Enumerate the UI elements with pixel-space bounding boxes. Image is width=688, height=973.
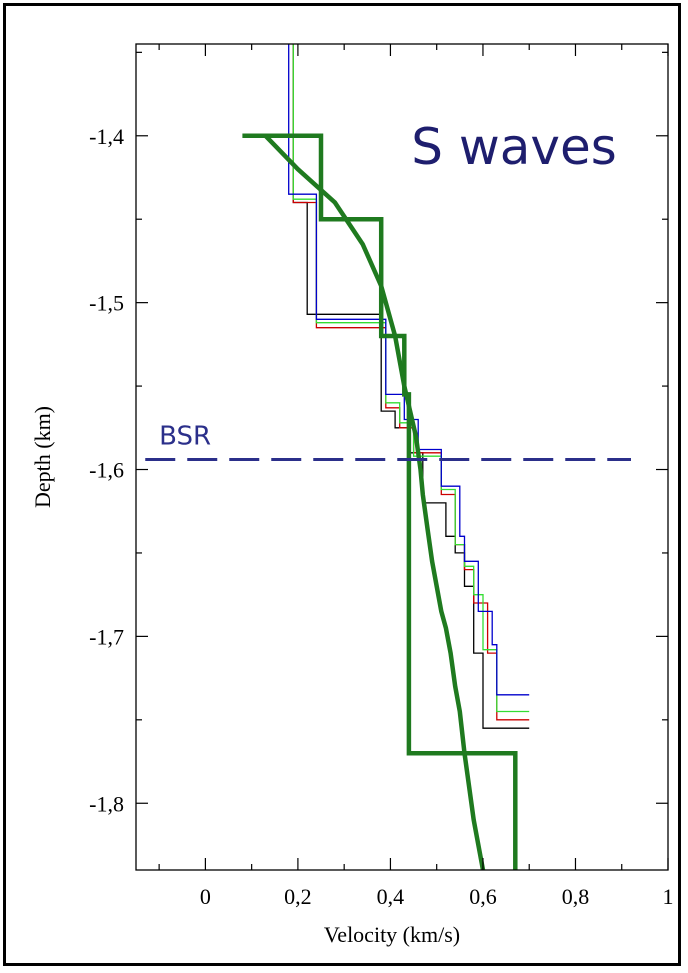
y-tick-label: -1,5 <box>89 291 124 316</box>
ticks-layer: 0 0,2 0,4 0,6 0,8 1 -1,4 -1,5 -1,6 -1,7 -1,8 <box>89 44 674 909</box>
depth-velocity-chart: 0 0,2 0,4 0,6 0,8 1 -1,4 -1,5 -1,6 -1,7 -1,8 S wav… <box>30 43 674 947</box>
series-line-3 <box>288 44 530 696</box>
x-tick-label: 0,4 <box>377 884 405 909</box>
x-axis-label: Velocity (km/s) <box>324 922 460 947</box>
y-tick-label: -1,4 <box>89 124 124 149</box>
series-line-2 <box>292 44 530 713</box>
y-tick-label: -1,6 <box>89 458 124 483</box>
y-tick-label: -1,8 <box>89 791 124 816</box>
x-tick-label: 0,2 <box>284 884 312 909</box>
text-layer: S waves Velocity (km/s) Depth (km) BSR <box>30 118 617 947</box>
series-layer <box>242 44 530 870</box>
x-tick-label: 0,6 <box>469 884 497 909</box>
chart-title: S waves <box>411 118 617 176</box>
series-line-4 <box>242 133 518 870</box>
x-tick-label: 0,8 <box>562 884 590 909</box>
series-line-1 <box>292 44 530 721</box>
y-tick-label: -1,7 <box>89 624 124 649</box>
plot-area-border <box>135 43 669 871</box>
bsr-annotation: BSR <box>159 421 211 451</box>
series-line-5 <box>263 134 486 870</box>
y-axis-label: Depth (km) <box>30 406 55 508</box>
chart-frame: 0 0,2 0,4 0,6 0,8 1 -1,4 -1,5 -1,6 -1,7 -1,8 S wav… <box>3 3 681 966</box>
x-tick-label: 1 <box>663 884 674 909</box>
x-tick-label: 0 <box>200 884 211 909</box>
